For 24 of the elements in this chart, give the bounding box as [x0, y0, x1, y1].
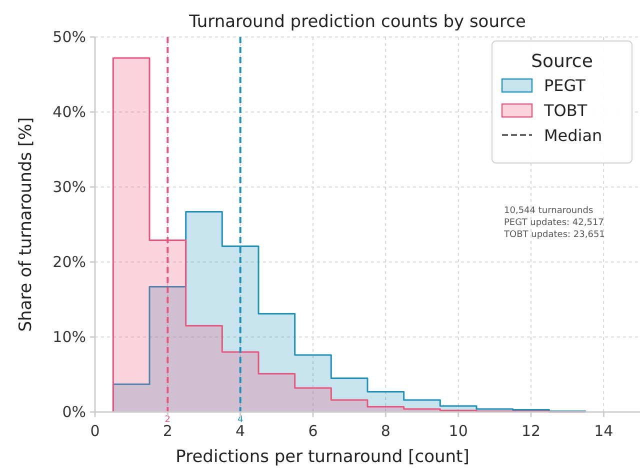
legend-label: PEGT	[544, 76, 586, 95]
legend-title: Source	[531, 51, 593, 72]
y-tick-label: 40%	[52, 103, 86, 121]
y-tick-label: 20%	[52, 253, 86, 271]
chart-title: Turnaround prediction counts by source	[188, 12, 526, 32]
y-tick-label: 10%	[52, 328, 86, 346]
x-tick-label: 8	[380, 422, 390, 440]
y-tick-label: 0%	[62, 403, 86, 421]
annotation: PEGT updates: 42,517	[504, 218, 604, 228]
x-tick-label: 10	[448, 422, 468, 440]
x-tick-label: 2	[162, 422, 172, 440]
x-tick-label: 14	[594, 422, 614, 440]
x-tick-label: 0	[90, 422, 100, 440]
x-tick-label: 4	[236, 422, 246, 440]
legend-label: TOBT	[543, 101, 588, 120]
x-tick-label: 12	[521, 422, 541, 440]
annotation: Median	[544, 126, 602, 145]
annotation: 10,544 turnarounds	[504, 206, 594, 216]
y-tick-label: 50%	[52, 28, 86, 46]
y-tick-label: 30%	[52, 178, 86, 196]
y-axis-title: Share of turnarounds [%]	[16, 117, 36, 332]
annotation: TOBT updates: 23,651	[503, 230, 605, 240]
x-axis-title: Predictions per turnaround [count]	[176, 447, 470, 467]
x-tick-label: 6	[308, 422, 318, 440]
